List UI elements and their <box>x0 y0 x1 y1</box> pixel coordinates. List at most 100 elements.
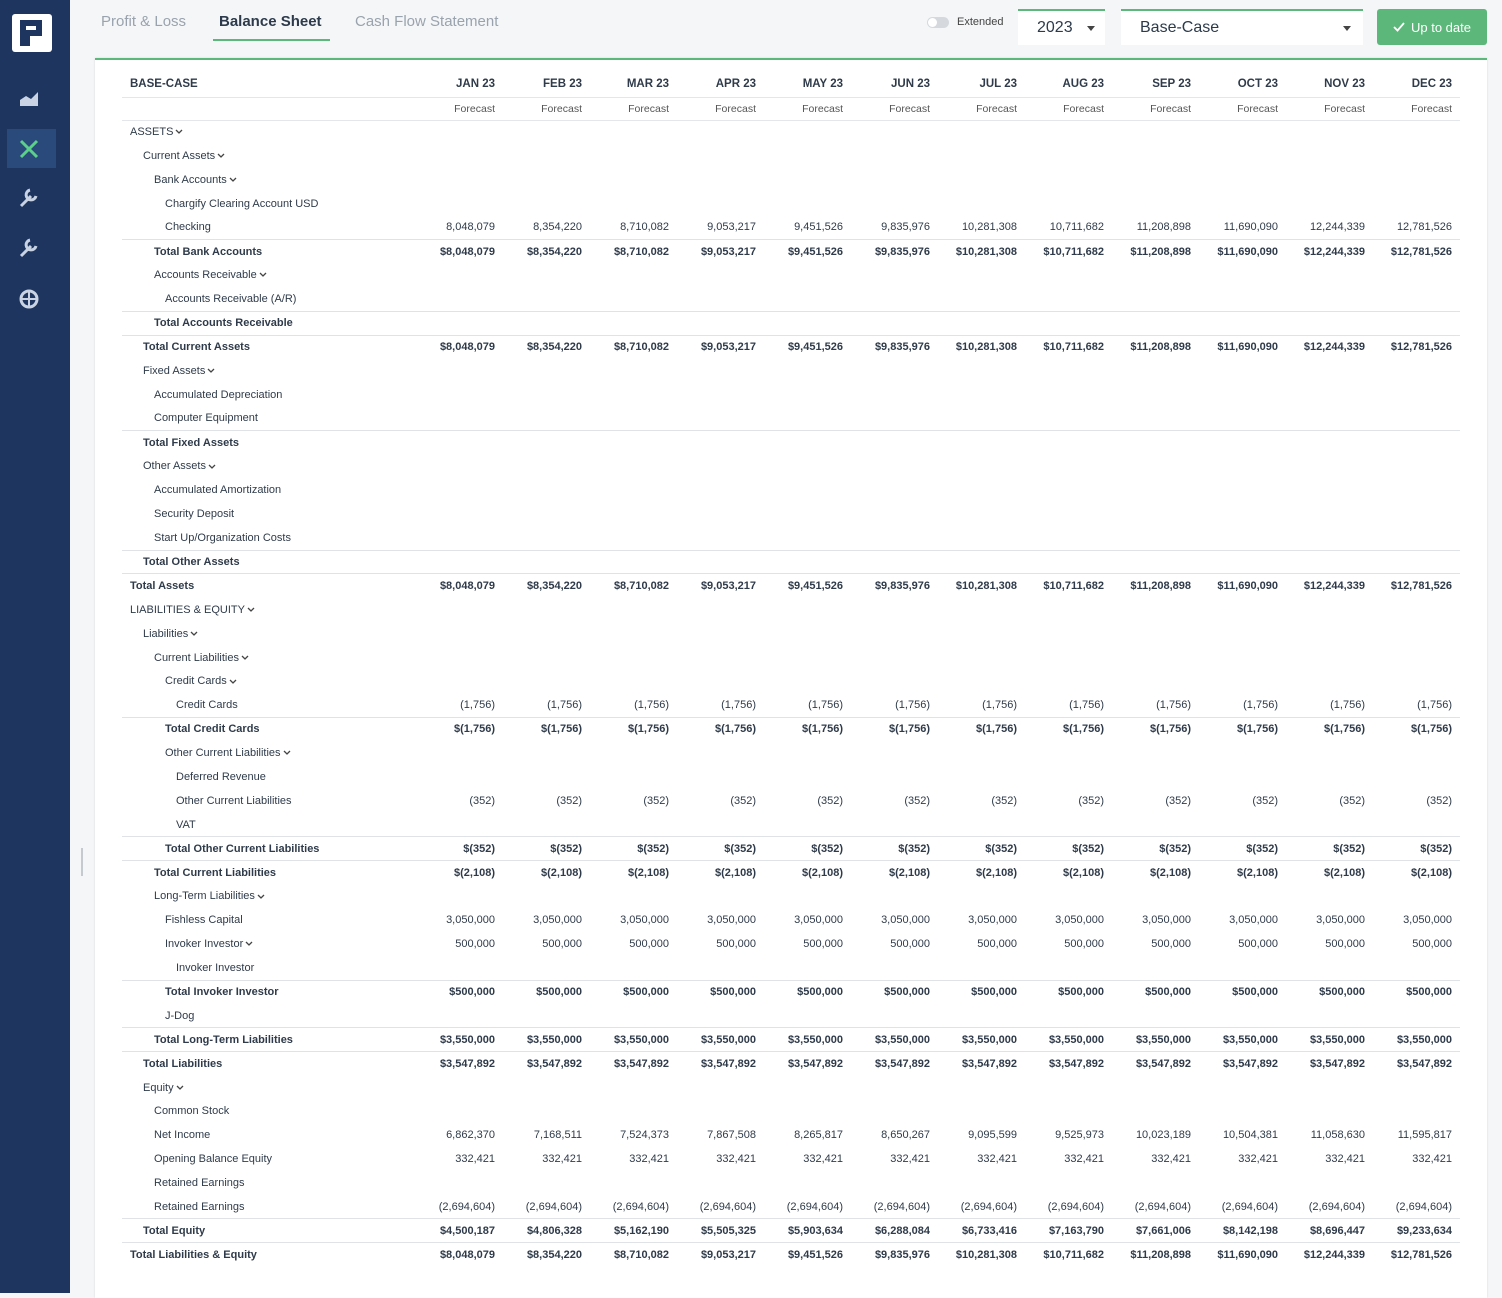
icon-settings[interactable] <box>19 238 38 258</box>
empty-cell <box>938 741 1025 765</box>
group-row: Current Assets <box>122 144 1460 168</box>
empty-cell <box>764 956 851 980</box>
resize-handle[interactable] <box>81 848 83 876</box>
value-cell: (1,756) <box>1243 699 1278 712</box>
row-label: Invoker Investor <box>165 938 244 951</box>
icon-charts[interactable] <box>20 92 38 106</box>
empty-cell <box>851 885 938 909</box>
forecast-label: Forecast <box>764 97 851 121</box>
empty-cell <box>677 454 764 478</box>
expand-caret[interactable] <box>190 631 198 637</box>
value-cell: $3,550,000 <box>416 1027 503 1052</box>
empty-cell <box>1112 383 1199 407</box>
empty-cell <box>1199 646 1286 670</box>
group-row: Long-Term Liabilities <box>122 885 1460 909</box>
empty-cell <box>416 359 503 383</box>
toolbar: Profit & Loss Balance Sheet Cash Flow St… <box>70 0 1502 56</box>
spacer <box>122 97 416 121</box>
empty-cell <box>1025 310 1112 336</box>
value-cell: (2,694,604) <box>612 1200 669 1213</box>
empty-cell <box>590 454 677 478</box>
empty-cell <box>1112 1171 1199 1195</box>
empty-cell <box>1112 430 1199 455</box>
value-cell: $3,550,000 <box>851 1027 938 1052</box>
value-cell: $4,806,328 <box>503 1218 590 1243</box>
row-label-cell: Total Current Liabilities <box>122 860 416 885</box>
empty-cell <box>851 502 938 526</box>
empty-cell <box>1286 407 1373 431</box>
row-label: Total Equity <box>143 1224 206 1237</box>
empty-cell <box>851 1004 938 1028</box>
empty-cell <box>416 646 503 670</box>
empty-cell <box>503 813 590 837</box>
value-cell: $9,451,526 <box>764 238 851 264</box>
empty-cell <box>1199 287 1286 311</box>
icon-tools[interactable] <box>19 188 38 208</box>
empty-cell <box>590 598 677 622</box>
empty-cell <box>764 478 851 502</box>
total-row: Total Assets $8,048,079 $8,354,220 $8,710,0… <box>122 573 1460 598</box>
expand-caret[interactable] <box>241 655 249 661</box>
expand-caret[interactable] <box>217 153 225 159</box>
empty-cell <box>1199 1076 1286 1100</box>
forecast-label: Forecast <box>1199 97 1286 121</box>
value-cell: 332,421 <box>977 1153 1017 1166</box>
value-cell: 332,421 <box>890 1153 930 1166</box>
row-label-cell: Total Other Assets <box>122 549 416 574</box>
expand-caret[interactable] <box>207 368 215 374</box>
year-select[interactable]: 2023 <box>1018 9 1105 45</box>
value-cell: $500,000 <box>416 979 503 1004</box>
group-row: ASSETS <box>122 120 1460 144</box>
value-cell: 332,421 <box>716 1153 756 1166</box>
total-row: Total Other Current Liabilities $(352) $(3… <box>122 836 1460 861</box>
value-cell: 500,000 <box>1064 938 1104 951</box>
logo-mark <box>20 20 42 46</box>
expand-caret[interactable] <box>229 679 237 685</box>
row-label-cell: Accounts Receivable <box>122 263 416 287</box>
empty-cell <box>416 885 503 909</box>
value-cell: $3,550,000 <box>1373 1027 1460 1052</box>
empty-cell <box>503 526 590 550</box>
expand-caret[interactable] <box>259 272 267 278</box>
month-header: JUL 23 <box>938 72 1025 98</box>
value-cell: $3,547,892 <box>1112 1051 1199 1076</box>
empty-cell <box>590 1171 677 1195</box>
tab[interactable]: Cash Flow Statement <box>355 13 499 30</box>
empty-cell <box>1286 622 1373 646</box>
scenario-select[interactable]: Base-Case <box>1121 9 1363 45</box>
tab-active[interactable]: Balance Sheet <box>219 13 322 30</box>
value-cell: $10,711,682 <box>1025 238 1112 264</box>
expand-caret[interactable] <box>176 1085 184 1091</box>
expand-caret[interactable] <box>283 750 291 756</box>
value-cell: $(2,108) <box>1112 860 1199 885</box>
expand-caret[interactable] <box>208 464 216 470</box>
empty-cell <box>677 1100 764 1124</box>
expand-caret[interactable] <box>247 607 255 613</box>
tab[interactable]: Profit & Loss <box>101 13 187 30</box>
expand-caret[interactable] <box>229 177 237 183</box>
value-cell: $500,000 <box>677 979 764 1004</box>
row-label-cell: Security Deposit <box>122 502 416 526</box>
expand-caret[interactable] <box>245 941 253 947</box>
empty-cell <box>1199 120 1286 144</box>
expand-caret[interactable] <box>257 894 265 900</box>
empty-cell <box>938 478 1025 502</box>
value-cell: $(2,108) <box>1373 860 1460 885</box>
empty-cell <box>1373 813 1460 837</box>
empty-cell <box>590 430 677 455</box>
value-cell: (1,756) <box>547 699 582 712</box>
account-row: Security Deposit <box>122 502 1460 526</box>
row-label: Total Current Assets <box>143 341 250 354</box>
empty-cell <box>1199 885 1286 909</box>
empty-cell <box>677 526 764 550</box>
empty-cell <box>677 407 764 431</box>
expand-caret[interactable] <box>175 129 183 135</box>
icon-model[interactable] <box>19 139 39 159</box>
empty-cell <box>851 287 938 311</box>
status-button[interactable]: Up to date <box>1377 9 1487 45</box>
toggle[interactable] <box>927 17 949 28</box>
empty-cell <box>938 192 1025 216</box>
empty-cell <box>1286 885 1373 909</box>
empty-cell <box>1199 549 1286 574</box>
row-label-cell: Total Liabilities & Equity <box>122 1242 416 1267</box>
